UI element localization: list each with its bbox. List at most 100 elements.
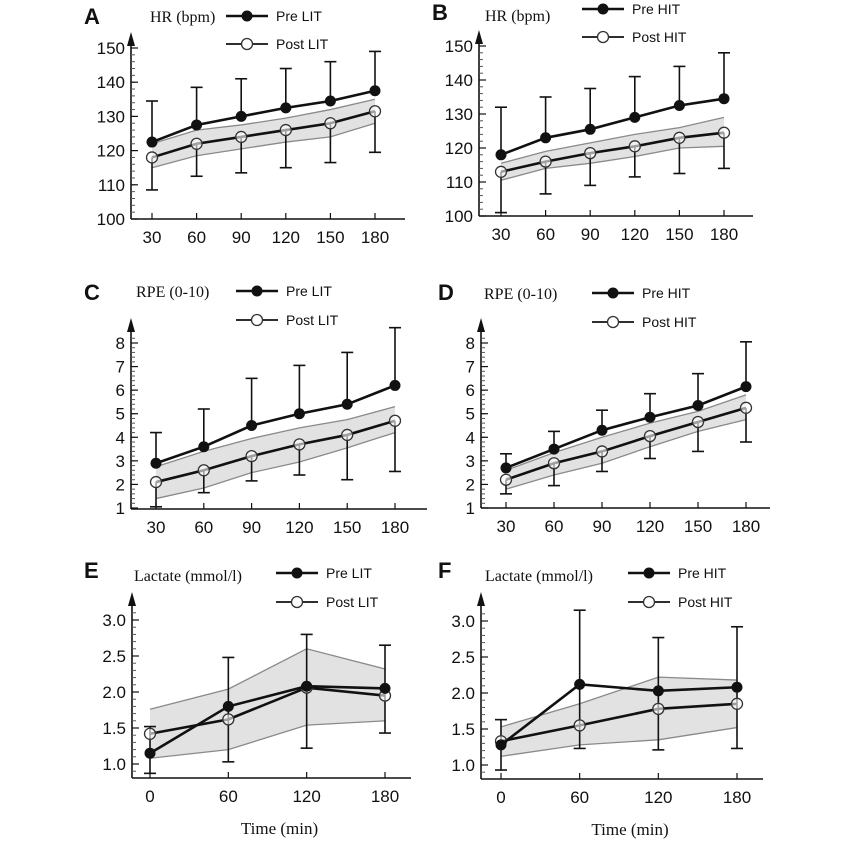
data-point-post-hit (573, 719, 586, 732)
panel-b: B HR (bpm) 100 110 120 130 140 150 30 60 90 120 150 1… (432, 0, 753, 244)
data-point-post-hit (499, 473, 513, 486)
data-point-post-lit (235, 130, 248, 144)
y-tick-label: 110 (98, 176, 125, 195)
x-tick-label: 120 (621, 225, 649, 244)
data-point-post-lit (149, 475, 163, 489)
data-point-pre-hit (740, 381, 752, 393)
data-point-post-hit (539, 155, 552, 168)
legend: Pre HIT Post HIT (592, 285, 697, 330)
x-tick-label: 120 (292, 787, 320, 806)
data-point-post-lit (293, 438, 306, 451)
data-point-pre-lit (246, 420, 258, 431)
band-lower-edge (500, 145, 725, 181)
y-tick-label: 150 (445, 37, 473, 56)
legend-open-marker-icon (240, 37, 254, 51)
y-tick-label: 3 (116, 452, 125, 471)
y-axis-arrow-icon (127, 318, 135, 332)
data-point-post-lit (197, 464, 210, 477)
data-point-pre-lit (379, 682, 391, 694)
legend-open-marker-icon (642, 595, 656, 609)
y-axis-arrow-icon (477, 592, 485, 606)
series-line-pre-lit (155, 384, 396, 465)
y-tick-label: 100 (97, 210, 125, 229)
data-point-post-lit (388, 414, 402, 427)
y-tick-label: 2.5 (102, 647, 126, 666)
data-point-post-hit (717, 126, 731, 139)
data-point-post-hit (584, 146, 597, 160)
data-point-post-lit (190, 137, 203, 150)
x-tick-label: 120 (285, 518, 313, 537)
band-lower-edge (151, 122, 376, 169)
legend: Pre LIT Post LIT (276, 565, 379, 610)
data-point-post-lit (341, 428, 354, 442)
legend-filled-marker-icon (251, 285, 263, 297)
data-point-pre-lit (301, 680, 313, 692)
data-point-pre-hit (495, 149, 507, 161)
x-tick-label: 0 (145, 787, 154, 806)
series-line-pre-hit (505, 385, 747, 470)
x-tick-label: 30 (143, 228, 162, 247)
x-tick-label: 180 (381, 518, 409, 537)
y-tick-label: 140 (97, 73, 125, 92)
y-axis-label: HR (bpm) (485, 8, 550, 25)
y-tick-label: 150 (97, 39, 125, 58)
y-tick-label: 3.0 (451, 612, 475, 631)
y-tick-label: 2 (466, 475, 475, 494)
legend-label: Post HIT (632, 29, 687, 45)
panel-letter: A (84, 4, 100, 29)
y-tick-label: 8 (116, 334, 125, 353)
data-point-pre-hit (500, 462, 512, 474)
y-axis-label: Lactate (mmol/l) (134, 568, 242, 585)
data-point-post-hit (673, 131, 686, 144)
x-tick-label: 60 (187, 228, 206, 247)
x-tick-label: 0 (496, 788, 505, 807)
legend-open-marker-icon (250, 313, 264, 327)
y-axis-label: Lactate (mmol/l) (485, 568, 593, 585)
legend: Pre LIT Post LIT (226, 8, 329, 52)
y-tick-label: 4 (116, 428, 125, 447)
y-axis-label: RPE (0-10) (136, 284, 209, 301)
band-upper-edge (149, 648, 386, 710)
data-point-pre-hit (731, 681, 743, 693)
series-line-post-lit (155, 419, 396, 484)
legend-label: Pre HIT (678, 565, 727, 581)
legend-open-marker-icon (290, 595, 304, 609)
legend-label: Post HIT (678, 594, 733, 610)
y-tick-label: 6 (116, 381, 125, 400)
band-upper-edge (500, 116, 725, 164)
data-point-pre-hit (574, 678, 586, 690)
series-line-post-lit (149, 686, 386, 736)
y-tick-label: 120 (97, 142, 125, 161)
panel-letter: B (432, 0, 448, 25)
legend-filled-marker-icon (607, 287, 619, 299)
data-point-pre-hit (596, 424, 608, 436)
data-point-pre-lit (146, 136, 158, 148)
series-line-pre-lit (151, 89, 376, 144)
data-point-pre-hit (584, 123, 596, 135)
y-tick-label: 2.0 (102, 683, 126, 702)
series-line-pre-lit (149, 684, 386, 755)
legend-label: Pre LIT (276, 8, 322, 24)
y-tick-label: 130 (445, 105, 473, 124)
series-line-post-lit (151, 110, 376, 159)
legend: Pre LIT Post LIT (236, 283, 339, 328)
confidence-band (156, 406, 395, 499)
legend-filled-marker-icon (241, 10, 253, 22)
panel-letter: D (438, 280, 454, 305)
x-tick-label: 60 (536, 225, 555, 244)
panel-e: E Lactate (mmol/l) 1.0 1.5 2.0 2.5 3.0 0 60 120 18… (84, 558, 411, 838)
panel-letter: C (84, 280, 100, 305)
data-point-post-hit (730, 697, 744, 710)
y-tick-label: 1.5 (102, 719, 126, 738)
legend-label: Pre HIT (642, 285, 691, 301)
x-tick-label: 90 (593, 517, 612, 536)
series-line-pre-hit (500, 683, 738, 746)
x-tick-label: 60 (570, 788, 589, 807)
y-tick-label: 140 (445, 71, 473, 90)
panel-letter: E (84, 558, 99, 583)
series-line-post-hit (500, 131, 725, 174)
band-lower-edge (505, 418, 747, 490)
legend: Pre HIT Post HIT (582, 1, 687, 45)
band-lower-edge (149, 720, 386, 759)
band-lower-edge (500, 726, 738, 758)
